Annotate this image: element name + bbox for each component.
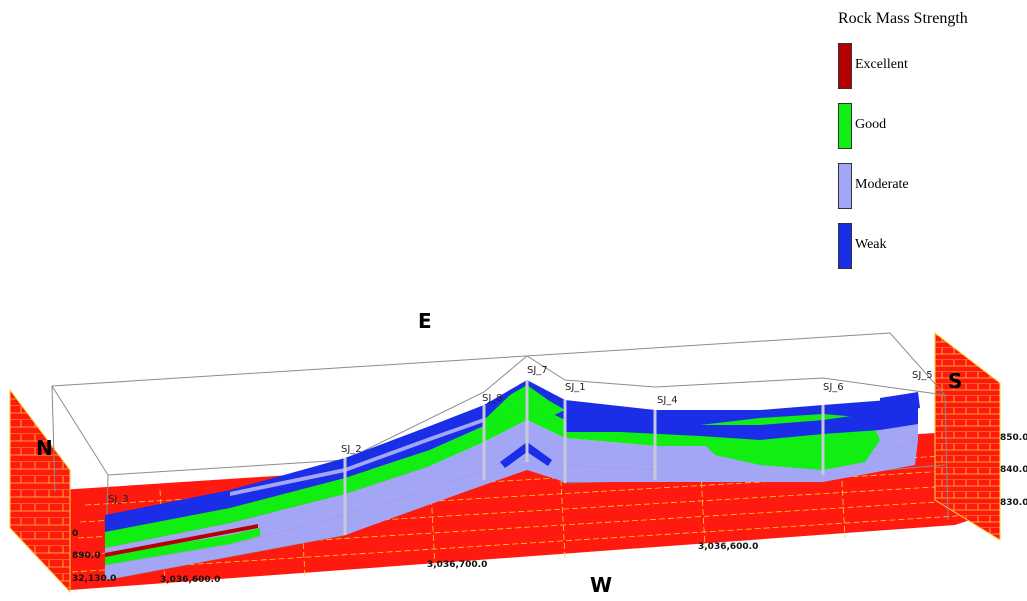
layer-excellent-streak bbox=[105, 524, 258, 557]
legend-item-good: Good bbox=[838, 103, 1018, 163]
well-label-sj1: SJ_1 bbox=[565, 382, 586, 393]
well-sticks bbox=[343, 380, 825, 535]
northing-label-2: 3,036,700.0 bbox=[427, 560, 487, 570]
well-label-sj6: SJ_6 bbox=[823, 382, 844, 393]
legend-swatch-weak bbox=[838, 223, 852, 269]
section-layers bbox=[105, 380, 920, 580]
left-axis-label-3: 32,130.0 bbox=[72, 574, 116, 584]
layer-good-peak bbox=[484, 385, 565, 440]
layer-good-upper bbox=[105, 402, 865, 548]
left-axis-label-2: 890.0 bbox=[72, 551, 100, 561]
well-label-sj7: SJ_7 bbox=[527, 365, 548, 376]
left-axis-label-1: 0 bbox=[72, 529, 78, 539]
well-label-sj2: SJ_2 bbox=[341, 444, 362, 455]
well-label-sj5: SJ_5 bbox=[912, 370, 933, 381]
elevation-label-830: 830.0 bbox=[1000, 498, 1027, 508]
elevation-label-850: 850.0 bbox=[1000, 433, 1027, 443]
legend-title: Rock Mass Strength bbox=[838, 10, 968, 27]
layer-moderate-streak bbox=[230, 418, 484, 496]
legend-item-excellent: Excellent bbox=[838, 43, 1018, 103]
legend-swatch-excellent bbox=[838, 43, 852, 89]
legend-label-good: Good bbox=[855, 117, 887, 132]
northing-label-3: 3,036,600.0 bbox=[698, 542, 758, 552]
legend-label-excellent: Excellent bbox=[855, 57, 908, 72]
direction-west-label: W bbox=[590, 573, 612, 597]
layer-weak-lens-lower bbox=[565, 408, 918, 440]
layer-weak-peak-lower bbox=[500, 442, 552, 468]
direction-south-label: S bbox=[948, 369, 962, 393]
well-label-sj3: SJ_3 bbox=[108, 494, 129, 505]
layer-weak-top bbox=[105, 380, 918, 532]
legend-swatch-moderate bbox=[838, 163, 852, 209]
well-label-sj4: SJ_4 bbox=[657, 395, 678, 406]
northing-label-1: 3,036,600.0 bbox=[160, 575, 220, 585]
legend-label-weak: Weak bbox=[855, 237, 887, 252]
legend: Rock Mass Strength Excellent Good Modera… bbox=[838, 10, 1018, 283]
layer-good-bottom bbox=[105, 528, 260, 565]
layer-weak-right bbox=[880, 392, 920, 414]
legend-label-moderate: Moderate bbox=[855, 177, 909, 192]
legend-swatch-good bbox=[838, 103, 852, 149]
north-wall bbox=[9, 388, 71, 594]
well-label-sj8: SJ_8 bbox=[482, 393, 503, 404]
direction-east-label: E bbox=[418, 309, 432, 333]
layer-moderate-lower bbox=[105, 440, 918, 580]
south-wall bbox=[934, 331, 1001, 541]
elevation-label-840: 840.0 bbox=[1000, 465, 1027, 475]
legend-item-moderate: Moderate bbox=[838, 163, 1018, 223]
legend-item-weak: Weak bbox=[838, 223, 1018, 283]
direction-north-label: N bbox=[36, 436, 53, 460]
